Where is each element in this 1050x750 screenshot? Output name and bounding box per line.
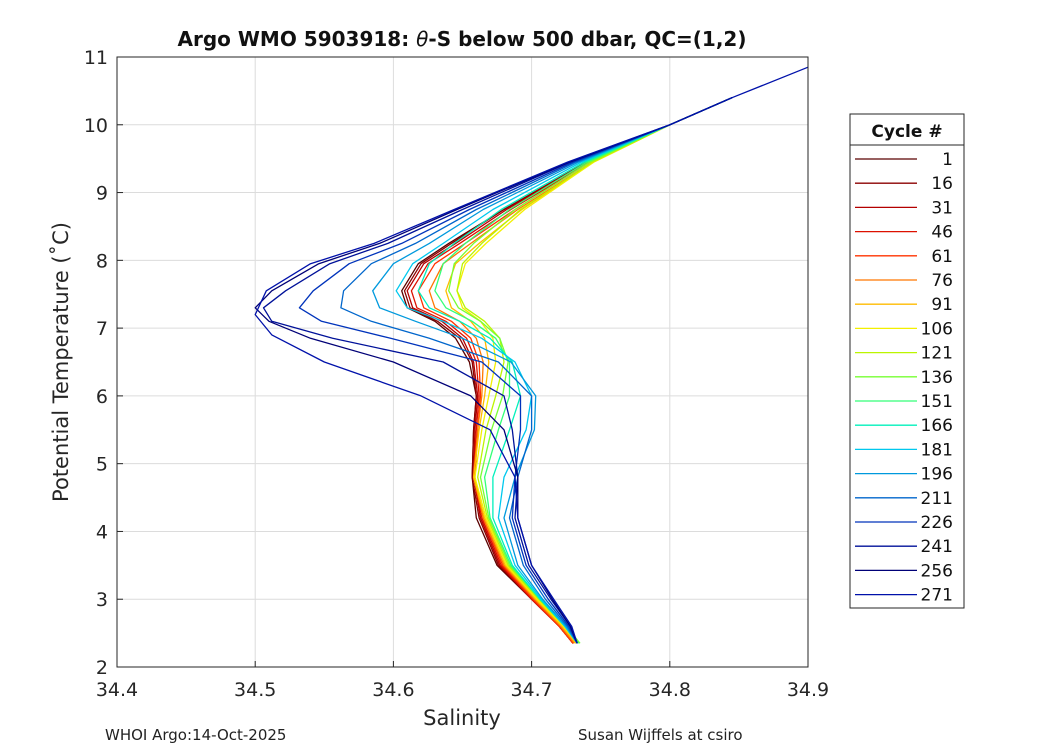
series-line-cycle-196: [372, 97, 733, 644]
series-line-cycle-211: [340, 97, 733, 644]
legend-entry-label: 136: [921, 368, 953, 388]
y-tick-label: 2: [96, 657, 108, 679]
series-line-cycle-241: [262, 97, 733, 644]
legend-entry-label: 61: [931, 247, 953, 267]
y-tick-label: 9: [96, 183, 108, 205]
legend-entry-label: 151: [921, 392, 953, 412]
series-line-cycle-166: [417, 97, 733, 644]
x-tick-label: 34.4: [96, 679, 138, 701]
series-line-cycle-151: [434, 97, 733, 644]
series-line-cycle-91: [445, 97, 733, 644]
legend-box: [849, 113, 965, 609]
footer-right: Susan Wijffels at csiro: [578, 726, 743, 744]
x-tick-label: 34.6: [372, 679, 414, 701]
series-line-cycle-226: [298, 97, 733, 644]
legend-entry-label: 226: [921, 513, 953, 533]
y-tick-label: 4: [96, 521, 108, 543]
x-tick-label: 34.8: [649, 679, 691, 701]
legend-entry-label: 31: [931, 198, 953, 218]
plot-area: [117, 57, 808, 667]
legend-entry-label: 76: [931, 271, 953, 291]
chart-title: Argo WMO 5903918: θ-S below 500 dbar, QC…: [178, 27, 747, 51]
legend-entry-label: 46: [931, 223, 953, 243]
legend-entry-label: 121: [921, 344, 953, 364]
legend-title: Cycle #: [871, 122, 942, 142]
y-tick-label: 5: [96, 454, 108, 476]
legend-entry-label: 196: [921, 465, 953, 485]
x-tick-label: 34.9: [787, 679, 829, 701]
legend-entry-label: 106: [921, 319, 953, 339]
series-line-cycle-46: [410, 97, 733, 644]
legend-entries: 1 16 31 46 61 76 91 106 121 136 151 166 181 196 211 226…: [855, 150, 953, 606]
series-line-cycle-271: [254, 66, 809, 644]
x-tick-label: 34.5: [234, 679, 276, 701]
legend-entry-label: 181: [921, 440, 953, 460]
y-tick-label: 11: [84, 47, 108, 69]
legend-entry-label: 241: [921, 537, 953, 557]
legend-entry-label: 271: [921, 586, 953, 606]
x-axis-label: Salinity: [423, 706, 501, 730]
series-line-cycle-136: [448, 97, 733, 644]
axis-ticks: 34.4 34.5 34.6 34.7 34.8 34.9 2 3 4 5 6 7 8 9 10 11: [84, 47, 829, 701]
series-line-cycle-181: [395, 97, 733, 644]
y-tick-label: 10: [84, 115, 108, 137]
legend-entry-label: 16: [931, 174, 953, 194]
legend: Cycle # 11631466176911061211361511661811…: [849, 113, 965, 609]
y-tick-label: 7: [96, 318, 108, 340]
legend-entry-label: 91: [931, 295, 953, 315]
legend-entry-label: 1: [942, 150, 953, 170]
legend-entry-label: 256: [921, 561, 953, 581]
series-line-cycle-16: [403, 97, 733, 644]
y-tick-label: 8: [96, 250, 108, 272]
series-lines: [254, 66, 809, 644]
y-axis-label: Potential Temperature (˚C): [49, 222, 73, 502]
legend-entry-label: 211: [921, 489, 953, 509]
x-tick-label: 34.7: [510, 679, 552, 701]
legend-entry-label: 166: [921, 416, 953, 436]
series-line-cycle-76: [428, 97, 733, 644]
footer-left: WHOI Argo:14-Oct-2025: [105, 726, 287, 744]
plot-frame: [116, 56, 809, 668]
y-tick-label: 3: [96, 589, 108, 611]
y-tick-label: 6: [96, 386, 108, 408]
series-line-cycle-106: [456, 97, 733, 644]
